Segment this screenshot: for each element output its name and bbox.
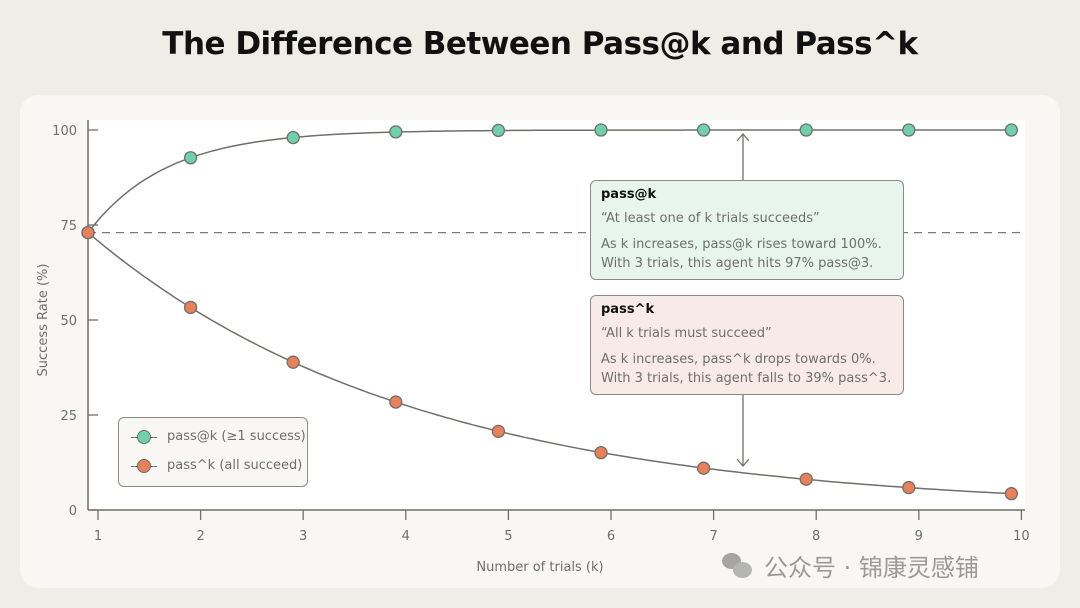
data-point [902, 480, 916, 495]
data-point [389, 395, 403, 409]
data-point [696, 461, 711, 475]
annotation-line: As k increases, pass@k rises toward 100%… [601, 237, 882, 252]
data-point [1004, 487, 1019, 501]
legend-label: pass@k (≥1 success) [167, 429, 306, 444]
y-tick-label: 75 [60, 219, 77, 234]
data-point [696, 123, 711, 137]
chart-title: The Difference Between Pass@k and Pass^k [162, 26, 918, 62]
legend: pass@k (≥1 success) pass^k (all succeed) [118, 417, 308, 487]
annotation-quote: “At least one of k trials succeeds” [601, 211, 820, 226]
x-tick-label: 5 [504, 529, 512, 544]
data-point [286, 130, 300, 145]
data-point [594, 123, 608, 137]
data-point [183, 300, 198, 315]
y-tick-label: 100 [52, 124, 77, 139]
legend-label: pass^k (all succeed) [167, 458, 303, 473]
x-tick-label: 8 [812, 529, 820, 544]
watermark: 公众号 · 锦康灵感铺 [722, 548, 979, 583]
annotation-title: pass@k [601, 187, 657, 202]
arrow-head-icon [736, 458, 750, 467]
y-tick-label: 50 [60, 314, 77, 329]
series-line-1 [87, 232, 1012, 495]
legend-item-pass-power-k: pass^k (all succeed) [131, 458, 302, 473]
annotation-pass-at-k: pass@k “At least one of k trials succeed… [590, 180, 904, 280]
data-point [286, 355, 300, 369]
annotation-line: As k increases, pass^k drops towards 0%. [601, 352, 876, 367]
series-line-0 [87, 129, 1012, 234]
y-tick-label: 25 [60, 409, 77, 424]
data-point [491, 424, 506, 438]
annotation-quote: “All k trials must succeed” [601, 326, 772, 341]
watermark-text: 公众号 · 锦康灵感铺 [764, 554, 979, 582]
annotation-pass-power-k: pass^k “All k trials must succeed” As k … [590, 295, 904, 395]
data-point [491, 123, 506, 138]
x-tick-label: 9 [915, 529, 923, 544]
y-tick-label: 0 [69, 504, 77, 519]
data-point [799, 472, 813, 486]
x-tick-label: 1 [94, 529, 102, 544]
legend-marker [131, 429, 157, 444]
legend-marker [131, 458, 157, 473]
wechat-logo-icon [722, 552, 752, 579]
annotation-line: With 3 trials, this agent falls to 39% p… [601, 371, 892, 386]
data-point [594, 445, 608, 460]
data-point [183, 151, 198, 165]
data-point [389, 125, 403, 139]
data-point [902, 123, 916, 137]
annotation-title: pass^k [601, 302, 655, 317]
x-tick-label: 2 [196, 529, 204, 544]
x-tick-label: 7 [709, 529, 717, 544]
arrow-head-icon [736, 133, 750, 142]
data-point [1004, 123, 1019, 137]
annotation-line: With 3 trials, this agent hits 97% pass@… [601, 256, 874, 271]
x-axis-label: Number of trials (k) [476, 560, 603, 575]
x-tick-label: 6 [607, 529, 615, 544]
x-tick-label: 3 [299, 529, 307, 544]
y-axis-label: Success Rate (%) [36, 264, 51, 377]
x-tick-label: 4 [402, 529, 410, 544]
legend-item-pass-at-k: pass@k (≥1 success) [131, 429, 306, 444]
x-tick-label: 10 [1013, 529, 1030, 544]
data-point [81, 225, 95, 240]
data-point [799, 123, 813, 137]
